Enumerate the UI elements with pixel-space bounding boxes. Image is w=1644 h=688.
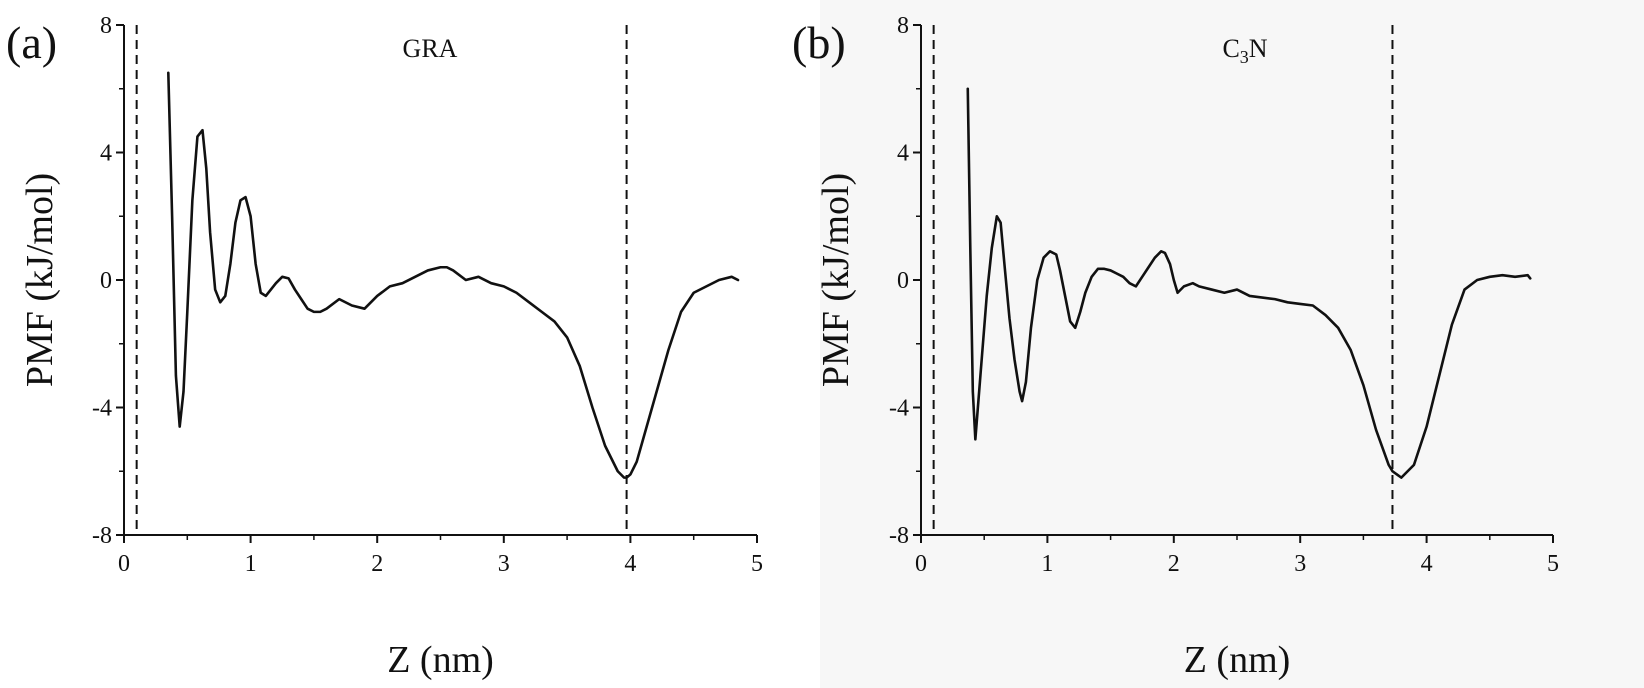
x-tick-label-a-4: 4 — [624, 551, 636, 577]
x-tick-label-b-2: 2 — [1168, 551, 1180, 577]
y-axis-label-a: PMF (kJ/mol) — [19, 173, 61, 387]
panel-letter-b: (b) — [792, 17, 846, 68]
y-tick-label-a-0: -8 — [92, 523, 112, 549]
x-tick-label-a-3: 3 — [498, 551, 510, 577]
y-tick-label-a-1: -4 — [92, 396, 112, 422]
x-tick-label-a-5: 5 — [751, 551, 763, 577]
panel-b-background — [820, 0, 1644, 688]
y-tick-label-a-4: 8 — [100, 13, 112, 39]
y-tick-label-b-1: -4 — [889, 396, 909, 422]
pmf-curve-b — [966, 87, 1532, 479]
y-tick-label-b-0: -8 — [889, 523, 909, 549]
pmf-curve-a — [167, 71, 740, 479]
x-axis-label-b: Z (nm) — [1184, 639, 1291, 681]
material-label-a: GRA — [403, 34, 458, 63]
x-tick-label-b-4: 4 — [1421, 551, 1433, 577]
panel-letter-a: (a) — [6, 17, 57, 68]
x-tick-label-a-2: 2 — [371, 551, 383, 577]
y-tick-label-a-3: 4 — [100, 141, 112, 167]
y-tick-label-b-4: 8 — [897, 13, 909, 39]
x-tick-label-a-0: 0 — [118, 551, 130, 577]
y-tick-label-b-3: 4 — [897, 141, 909, 167]
material-label-tail-b: N — [1249, 34, 1268, 63]
material-label-b: C3N — [1222, 34, 1267, 67]
x-tick-label-b-3: 3 — [1294, 551, 1306, 577]
y-tick-label-a-2: 0 — [100, 268, 112, 294]
panel-a: 0 1 2 3 4 5 -8 -4 0 4 8 Z (nm) PMF (kJ/mol) (a) GRA — [6, 13, 763, 681]
x-tick-label-b-1: 1 — [1041, 551, 1053, 577]
material-label-main-b: C — [1222, 34, 1239, 63]
x-tick-label-b-5: 5 — [1547, 551, 1559, 577]
material-label-subscript-b: 3 — [1240, 47, 1249, 67]
x-axis-label-a: Z (nm) — [387, 639, 494, 681]
y-tick-label-b-2: 0 — [897, 268, 909, 294]
x-tick-label-a-1: 1 — [245, 551, 257, 577]
x-tick-label-b-0: 0 — [915, 551, 927, 577]
y-axis-label-b: PMF (kJ/mol) — [815, 173, 857, 387]
